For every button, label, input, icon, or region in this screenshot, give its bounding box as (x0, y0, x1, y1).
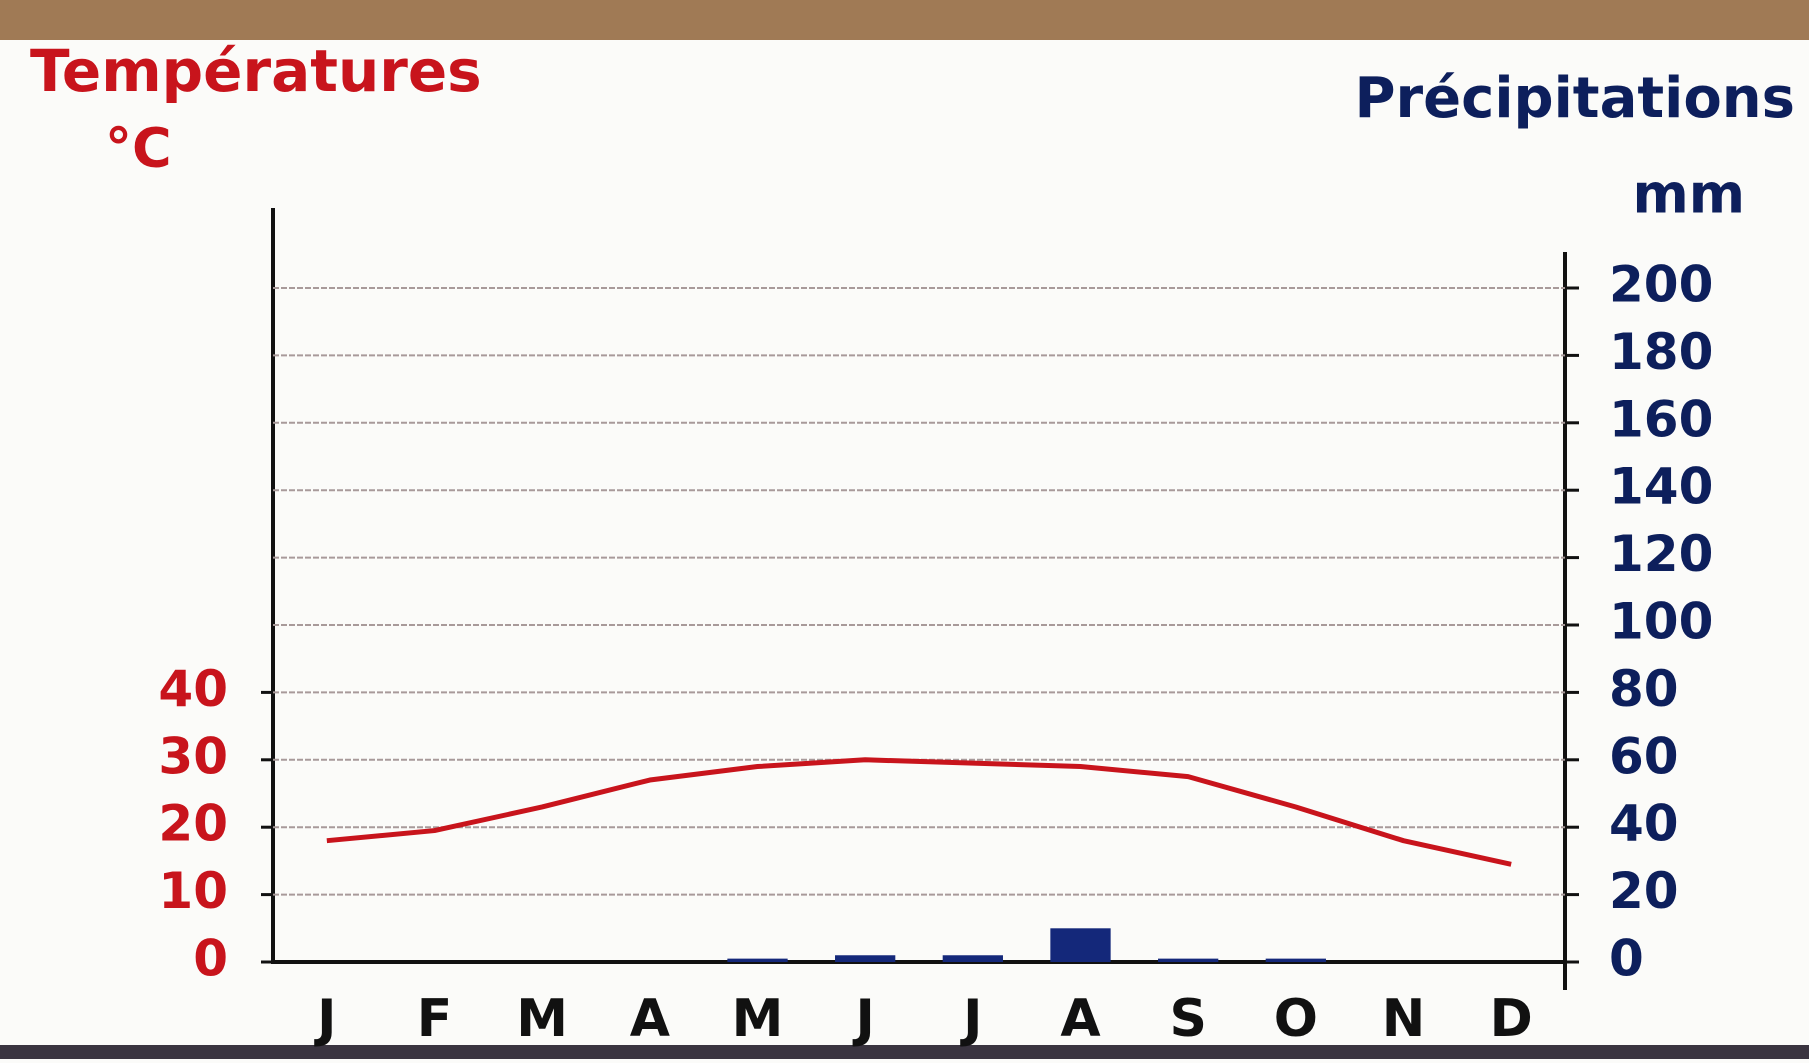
y2-tick-label: 0 (1609, 930, 1644, 988)
y2-tick-label: 120 (1609, 525, 1713, 583)
x-tick-label: O (1274, 989, 1318, 1049)
x-tick-label: M (516, 989, 568, 1049)
y2-tick-label: 200 (1609, 256, 1713, 314)
y2-tick-label: 40 (1609, 795, 1679, 853)
temperature-line (326, 757, 1512, 867)
y2-tick-label: 60 (1609, 727, 1679, 785)
y-tick-label: 0 (193, 930, 228, 988)
y-tick-label: 10 (158, 862, 228, 920)
right-title: Précipitations (1354, 66, 1795, 131)
y-tick-label: 20 (158, 795, 228, 853)
x-tick-label: S (1169, 989, 1206, 1049)
precip-bar (1158, 958, 1219, 962)
precip-bar (835, 955, 896, 962)
y2-tick-label: 140 (1609, 458, 1713, 516)
x-tick-label: A (1060, 989, 1100, 1049)
y2-tick-label: 160 (1609, 390, 1713, 448)
x-tick-label: D (1490, 989, 1533, 1049)
y-tick-label: 40 (158, 660, 228, 718)
precip-bar (942, 955, 1003, 962)
x-tick-label: J (314, 989, 336, 1049)
y2-tick-label: 100 (1609, 593, 1713, 651)
x-tick-label: A (630, 989, 670, 1049)
y2-tick-label: 20 (1609, 862, 1679, 920)
photo-strip (0, 0, 1809, 40)
x-tick-label: N (1382, 989, 1426, 1049)
right-unit: mm (1632, 163, 1745, 226)
photo-strip (0, 1045, 1809, 1059)
precip-bar (1265, 958, 1326, 962)
precip-bar (1050, 928, 1111, 962)
precip-bar (727, 958, 788, 962)
y2-tick-label: 80 (1609, 660, 1679, 718)
y2-tick-label: 180 (1609, 323, 1713, 381)
left-unit: °C (105, 117, 172, 180)
y-tick-label: 30 (158, 727, 228, 785)
x-tick-label: F (417, 989, 453, 1049)
left-title: Températures (30, 37, 482, 105)
x-tick-label: J (960, 989, 982, 1049)
x-tick-label: M (732, 989, 784, 1049)
x-tick-label: J (852, 989, 874, 1049)
